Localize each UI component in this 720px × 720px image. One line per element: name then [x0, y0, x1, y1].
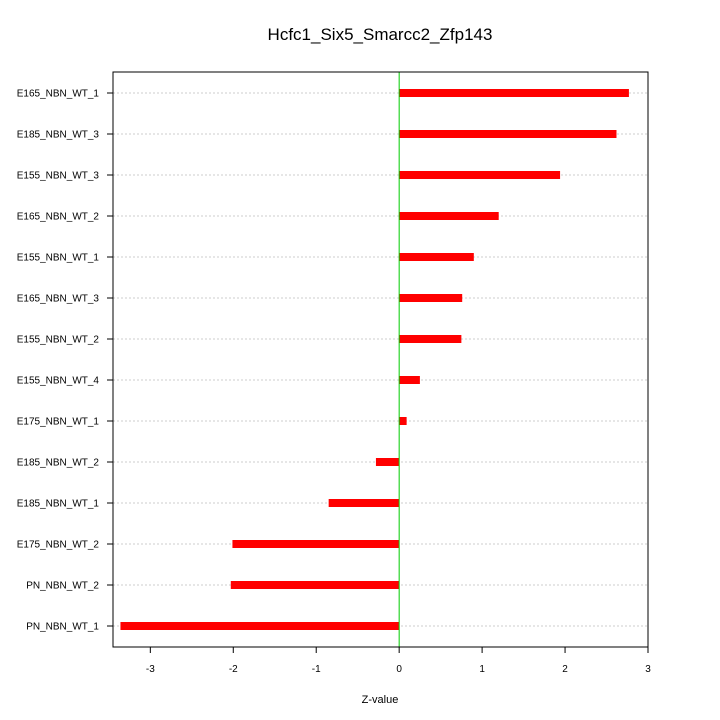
- y-tick-label: PN_NBN_WT_2: [26, 581, 99, 592]
- y-tick-label: E155_NBN_WT_4: [17, 376, 100, 387]
- x-axis-label: Z-value: [362, 694, 399, 706]
- bar: [375, 458, 400, 466]
- y-tick-label: E185_NBN_WT_2: [17, 458, 100, 469]
- y-tick-label: E185_NBN_WT_3: [17, 130, 100, 141]
- y-tick-label: E175_NBN_WT_2: [17, 540, 100, 551]
- y-tick-label: E155_NBN_WT_1: [17, 253, 100, 264]
- bar: [399, 335, 462, 343]
- x-tick-label: 0: [396, 664, 402, 675]
- bar: [399, 130, 617, 138]
- bar: [230, 581, 400, 589]
- y-tick-label: E155_NBN_WT_3: [17, 171, 100, 182]
- y-tick-label: E165_NBN_WT_3: [17, 294, 100, 305]
- y-tick-label: PN_NBN_WT_1: [26, 622, 99, 633]
- y-axis: E165_NBN_WT_1 E185_NBN_WT_3 E155_NBN_WT_3 E…: [17, 89, 113, 633]
- y-tick-label: E165_NBN_WT_2: [17, 212, 100, 223]
- bar: [399, 417, 407, 425]
- x-tick-label: 2: [562, 664, 568, 675]
- x-tick-label: -3: [146, 664, 155, 675]
- bar: [399, 171, 561, 179]
- y-tick-label: E165_NBN_WT_1: [17, 89, 100, 100]
- x-axis: -3 -2 -1 0 1 2 3: [146, 647, 651, 675]
- bar: [232, 540, 400, 548]
- y-tick-label: E185_NBN_WT_1: [17, 499, 100, 510]
- y-tick-label: E175_NBN_WT_1: [17, 417, 100, 428]
- bar: [399, 89, 629, 97]
- x-tick-label: -2: [229, 664, 238, 675]
- x-tick-label: -1: [312, 664, 321, 675]
- bar: [328, 499, 400, 507]
- bar: [399, 294, 463, 302]
- bar: [399, 253, 474, 261]
- bars: [120, 89, 629, 630]
- chart-title: Hcfc1_Six5_Smarcc2_Zfp143: [268, 25, 493, 44]
- bar: [120, 622, 400, 630]
- y-tick-label: E155_NBN_WT_2: [17, 335, 100, 346]
- bar: [399, 376, 420, 384]
- x-tick-label: 1: [479, 664, 485, 675]
- plot-frame: [112, 71, 649, 648]
- bar: [399, 212, 499, 220]
- x-tick-label: 3: [645, 664, 651, 675]
